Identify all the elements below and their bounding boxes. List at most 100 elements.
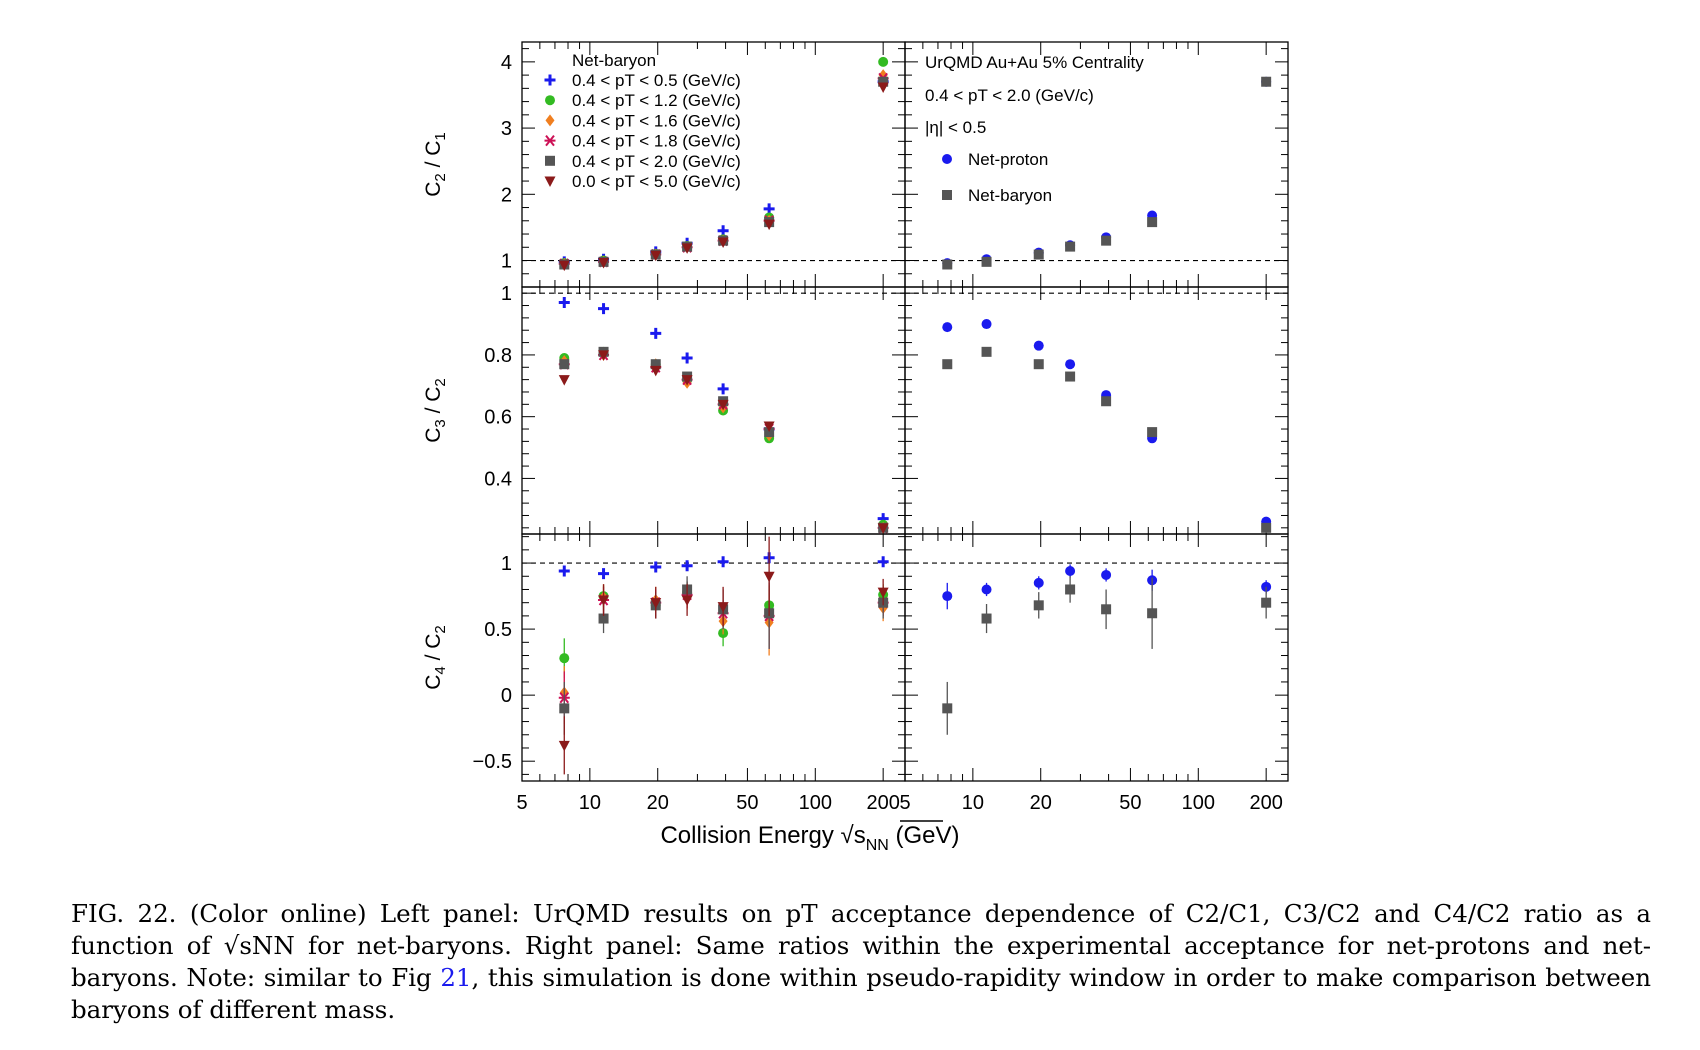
y-tick-label: 1	[501, 251, 512, 273]
series-triangle-down	[558, 350, 889, 534]
data-point	[981, 346, 992, 357]
data-point	[598, 613, 609, 624]
panel-right-bottom: 5 10 20 50 100 200	[899, 533, 1289, 814]
data-point	[1033, 359, 1044, 370]
series-circle	[942, 319, 1272, 527]
data-point	[1033, 577, 1044, 588]
data-point	[598, 303, 610, 315]
panel-right-middle	[904, 286, 1289, 535]
data-point	[717, 399, 729, 411]
legend-entry: 0.4 < pT < 1.2 (GeV/c)	[572, 91, 741, 110]
x-tick-label: 200	[866, 792, 899, 814]
data-point	[764, 427, 775, 438]
panel-left-middle: 0.4 0.6 0.8 1 C3 / C2	[422, 283, 906, 535]
data-point	[1101, 604, 1112, 615]
legend-marker	[545, 114, 555, 127]
data-point	[598, 350, 610, 361]
annotation: UrQMD Au+Au 5% Centrality	[925, 53, 1144, 72]
legend-entry: 0.0 < pT < 5.0 (GeV/c)	[572, 172, 741, 191]
data-point	[558, 260, 570, 272]
data-point	[681, 595, 693, 607]
data-point	[650, 327, 662, 339]
y-tick-label: 0.4	[484, 468, 512, 490]
y-tick-label: 1	[501, 553, 512, 575]
x-tick-label: 100	[1182, 792, 1215, 814]
data-point	[717, 602, 729, 613]
legend-entry: 0.4 < pT < 0.5 (GeV/c)	[572, 71, 741, 90]
x-tick-label: 5	[516, 792, 527, 814]
data-point	[1065, 241, 1076, 252]
legend-entry: Net-baryon	[968, 186, 1052, 205]
panel-frame	[521, 533, 906, 782]
series-square	[942, 346, 1272, 533]
data-point	[598, 258, 610, 269]
x-tick-label: 100	[799, 792, 832, 814]
series-circle	[942, 564, 1272, 610]
data-point	[650, 250, 662, 262]
series-circle	[559, 346, 889, 530]
data-point	[1147, 217, 1158, 228]
data-point	[1261, 76, 1272, 87]
series-diamond	[559, 348, 888, 534]
data-point	[717, 237, 729, 248]
legend-entry: Net-proton	[968, 150, 1048, 169]
x-tick-label: 20	[647, 792, 669, 814]
data-point	[981, 256, 992, 267]
series-triangle-down	[558, 536, 889, 775]
data-point	[559, 703, 570, 714]
panel-right-top: UrQMD Au+Au 5% Centrality 0.4 < pT < 2.0 …	[904, 41, 1289, 288]
data-point	[1065, 584, 1076, 595]
y-axis-label: C4 / C2	[422, 625, 449, 690]
data-point	[942, 703, 953, 714]
legend-entry: 0.4 < pT < 1.6 (GeV/c)	[572, 111, 741, 130]
legend-marker	[544, 74, 556, 86]
x-axis-label: Collision Energy √sNN (GeV)	[660, 822, 959, 854]
data-point	[558, 375, 570, 386]
legend-title: Net-baryon	[572, 51, 656, 70]
y-tick-label: 0.6	[484, 407, 512, 429]
data-point	[981, 319, 992, 330]
data-point	[763, 571, 775, 583]
panel-left-bottom: −0.5 0 0.5 1 C4 / C2 5 10 20 50 100 200	[422, 533, 906, 814]
data-point	[1065, 565, 1076, 576]
x-tick-label: 50	[736, 792, 758, 814]
legend-entry: 0.4 < pT < 2.0 (GeV/c)	[572, 152, 741, 171]
data-point	[763, 421, 775, 432]
data-point	[558, 565, 570, 577]
x-tick-label: 10	[962, 792, 984, 814]
data-point	[558, 296, 570, 308]
legend-marker	[942, 154, 952, 164]
caption-text-2: , this simulation is done within pseudo-…	[71, 963, 1651, 1024]
x-tick-label: 20	[1030, 792, 1052, 814]
legend-entry: 0.4 < pT < 1.8 (GeV/c)	[572, 132, 741, 151]
data-point	[1033, 340, 1044, 351]
series-square	[942, 576, 1272, 735]
panel-frame	[904, 533, 1289, 782]
caption-figure-link[interactable]: 21	[440, 963, 472, 992]
y-axis-label: C2 / C1	[422, 132, 449, 197]
data-point	[1147, 608, 1158, 619]
legend-marker	[545, 95, 555, 106]
data-point	[942, 359, 953, 370]
data-point	[598, 568, 610, 580]
data-point	[1101, 396, 1112, 407]
data-point	[1261, 597, 1272, 608]
data-point	[717, 556, 729, 568]
data-point	[681, 243, 693, 254]
x-tick-label: 10	[579, 792, 601, 814]
y-tick-label: 3	[501, 118, 512, 140]
annotation: 0.4 < pT < 2.0 (GeV/c)	[925, 86, 1094, 105]
data-point	[763, 219, 775, 231]
data-point	[681, 375, 693, 386]
x-tick-label: 50	[1119, 792, 1141, 814]
data-point	[681, 560, 693, 572]
data-point	[681, 352, 693, 364]
data-point	[877, 82, 889, 94]
data-point	[1033, 249, 1044, 260]
data-point	[942, 259, 953, 270]
data-point	[878, 76, 889, 87]
panel-frame	[521, 286, 906, 535]
